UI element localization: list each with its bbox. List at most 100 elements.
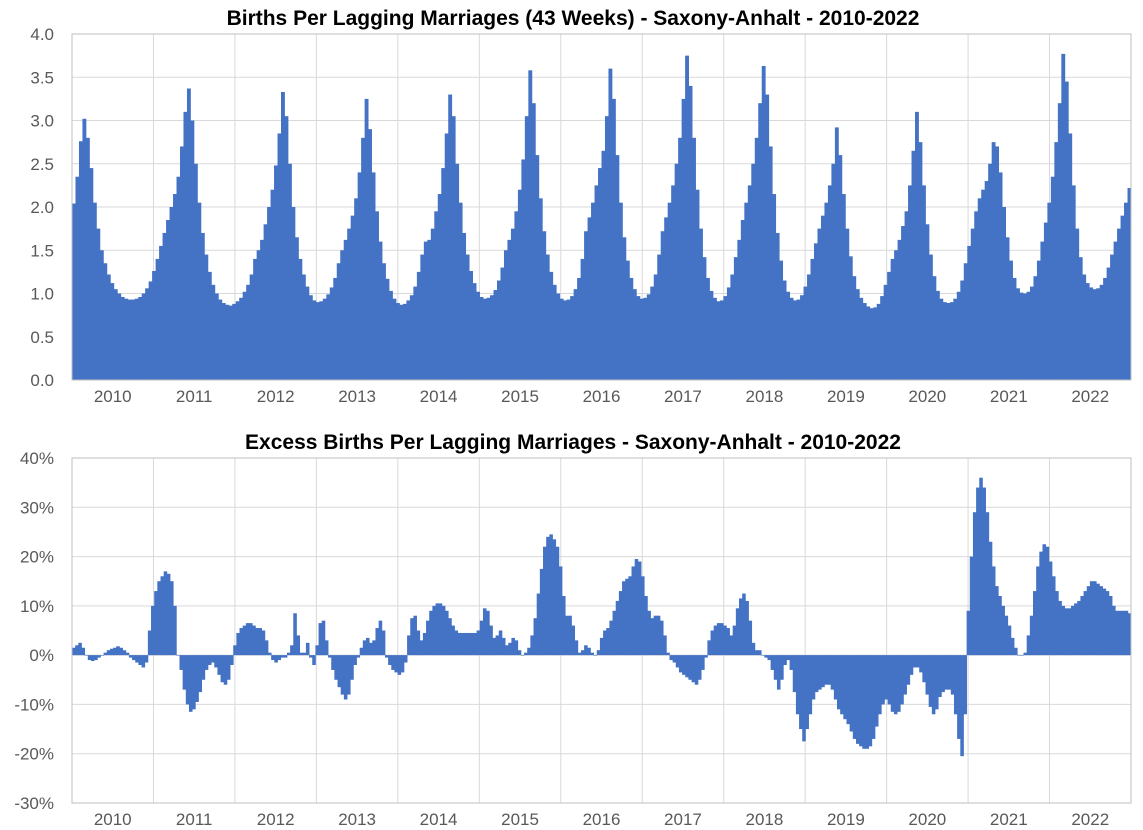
bar [291, 207, 296, 380]
bar [921, 185, 926, 381]
bar [1029, 615, 1034, 656]
bar [820, 215, 825, 380]
bar [792, 655, 797, 693]
bar [991, 566, 996, 656]
bar [138, 655, 142, 665]
bar [565, 615, 569, 656]
y-tick-label: 1.0 [30, 285, 54, 304]
bar [72, 203, 76, 380]
y-tick-label: 2.5 [30, 155, 54, 174]
bar [125, 652, 130, 656]
bar [120, 296, 125, 380]
bar [628, 576, 632, 656]
bar [242, 625, 247, 656]
bar [953, 655, 958, 715]
bar [336, 263, 341, 380]
bar [855, 289, 860, 380]
bar [1043, 222, 1048, 380]
bar [615, 600, 620, 656]
bar [347, 228, 352, 381]
bar [982, 487, 986, 656]
bar [350, 655, 354, 680]
bar [830, 655, 835, 690]
bar [1080, 596, 1084, 656]
bar [593, 655, 598, 656]
x-tick-label: 2017 [664, 810, 702, 829]
bar [192, 655, 196, 710]
bar [563, 300, 568, 380]
bar [75, 645, 79, 656]
bar [385, 278, 390, 380]
bar [786, 291, 791, 380]
bar [179, 146, 184, 380]
bar [1078, 257, 1083, 380]
bar [479, 620, 484, 656]
bar [185, 655, 190, 705]
x-tick-label: 2015 [501, 387, 539, 406]
bar [460, 632, 465, 656]
bar [1070, 605, 1075, 656]
bar [496, 280, 501, 380]
x-tick-label: 2019 [827, 810, 865, 829]
bar [326, 294, 331, 380]
x-tick-label: 2021 [990, 387, 1028, 406]
bar [1108, 596, 1113, 656]
bar [343, 655, 348, 700]
bar [935, 655, 939, 710]
bar [1106, 267, 1111, 380]
bar [92, 202, 97, 380]
bar [761, 66, 766, 380]
bar [179, 655, 184, 670]
y-tick-label: 0.5 [30, 328, 54, 347]
bar [445, 610, 449, 656]
bar [1121, 610, 1126, 656]
bar [751, 642, 756, 656]
bar [312, 655, 316, 665]
y-tick-label: 30% [20, 498, 54, 517]
bar [419, 640, 424, 656]
bar [357, 172, 362, 380]
bar [1117, 228, 1121, 381]
bar [420, 254, 425, 380]
bar [476, 291, 480, 380]
bar [413, 615, 417, 656]
bar [81, 647, 86, 656]
bar [779, 260, 784, 380]
bar [312, 300, 317, 380]
bar [384, 655, 389, 658]
bar [198, 655, 203, 693]
bar [267, 652, 272, 656]
bar [878, 655, 882, 715]
bar [559, 298, 564, 380]
bar [637, 561, 642, 656]
bar [1029, 286, 1034, 380]
bar [974, 211, 979, 380]
bar [618, 591, 623, 656]
bar [701, 655, 705, 670]
bar [170, 581, 174, 656]
bar [72, 647, 76, 656]
bar [1026, 635, 1031, 656]
bar [441, 605, 446, 656]
bar [217, 655, 221, 675]
bar [789, 655, 794, 670]
bar [214, 655, 218, 668]
bar [887, 271, 892, 381]
bar [967, 245, 972, 380]
bar [119, 647, 123, 656]
bar [692, 137, 696, 380]
bar [742, 593, 746, 656]
bar [1115, 610, 1119, 656]
bar [824, 202, 829, 380]
bar [960, 655, 964, 757]
bar [1092, 289, 1097, 380]
bar [429, 610, 433, 656]
bar [495, 635, 500, 656]
bar [132, 655, 136, 661]
bar [1039, 551, 1043, 656]
bar [173, 194, 177, 380]
bar [561, 596, 566, 656]
bar [381, 630, 386, 656]
bar [1023, 293, 1027, 380]
